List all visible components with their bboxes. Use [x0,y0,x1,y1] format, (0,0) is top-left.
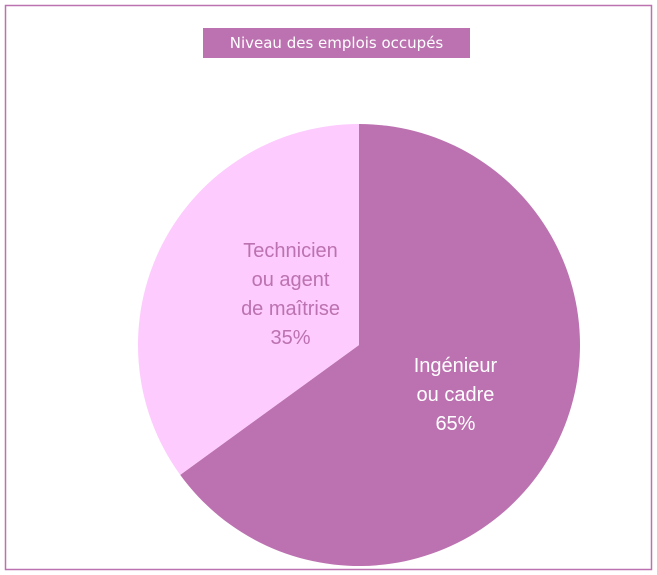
pie-slice [180,124,581,566]
slice-label: Ingénieur ou cadre 65% [404,352,506,439]
chart-title: Niveau des emplois occupés [203,28,470,58]
value-label: 65% [435,412,476,435]
slice-label: Technicien ou agent de maîtrise 35% [240,237,342,353]
pie-slice [137,123,359,475]
value-label: 35% [270,326,311,349]
category-label: Technicien ou agent de maîtrise [241,239,340,320]
category-label: Ingénieur ou cadre [413,354,498,406]
